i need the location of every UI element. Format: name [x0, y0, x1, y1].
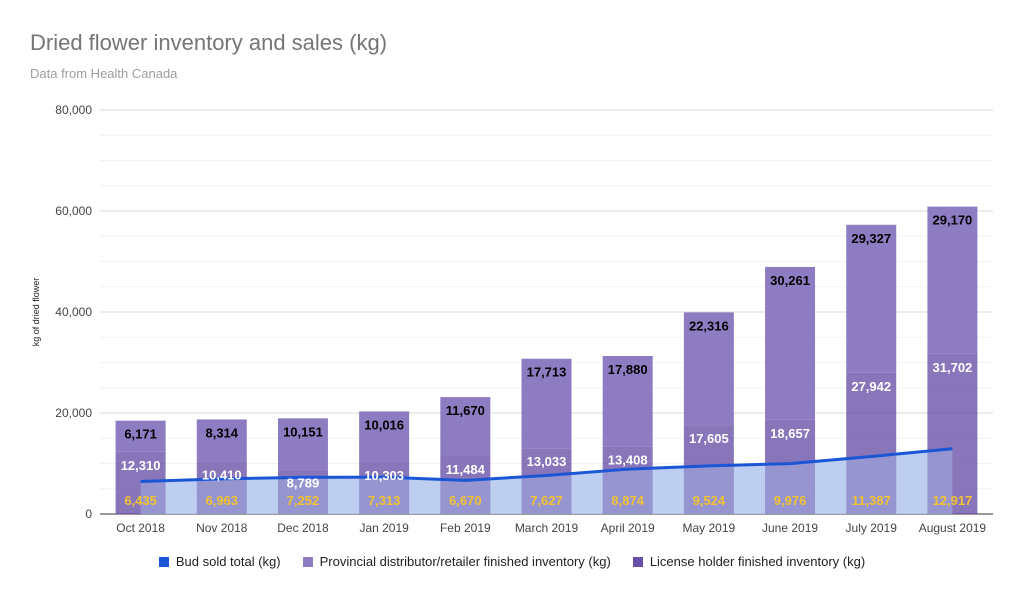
legend-label-bud-sold: Bud sold total (kg)	[175, 554, 281, 569]
bud-sold-line	[140, 447, 953, 484]
x-tick-label: Nov 2018	[196, 521, 248, 535]
label-bud-sold: 12,917	[933, 493, 973, 508]
x-tick-label: July 2019	[846, 521, 898, 535]
label-provincial: 29,170	[933, 213, 973, 228]
label-bud-sold: 9,524	[693, 493, 726, 508]
chart-title: Dried flower inventory and sales (kg)	[30, 30, 388, 55]
bar-provincial	[846, 224, 897, 373]
bar-license-holder	[359, 461, 410, 514]
x-tick-label: Dec 2018	[277, 521, 329, 535]
label-provincial: 6,171	[124, 427, 157, 442]
legend-label-provincial-inventory: Provincial distributor/retailer finished…	[319, 554, 611, 569]
chart-legend: Bud sold total (kg) Provincial distribut…	[0, 554, 1024, 569]
label-license-holder: 27,942	[851, 379, 891, 394]
legend-item-provincial-inventory[interactable]: Provincial distributor/retailer finished…	[302, 554, 611, 569]
legend-item-license-holder-inventory[interactable]: License holder finished inventory (kg)	[632, 554, 866, 569]
label-bud-sold: 9,976	[774, 493, 807, 508]
label-provincial: 10,151	[283, 424, 323, 439]
bar-provincial	[277, 418, 328, 470]
y-tick-label: 80,000	[55, 103, 92, 117]
chart-subtitle: Data from Health Canada	[30, 66, 178, 81]
legend-swatch-provincial-inventory	[302, 556, 313, 567]
label-provincial: 29,327	[851, 231, 891, 246]
label-license-holder: 13,408	[608, 452, 648, 467]
y-tick-label: 0	[85, 507, 92, 521]
y-tick-label: 40,000	[55, 305, 92, 319]
x-tick-label: Oct 2018	[116, 521, 165, 535]
x-tick-label: Feb 2019	[440, 521, 491, 535]
label-bud-sold: 8,874	[611, 493, 644, 508]
bar-provincial	[765, 266, 816, 420]
bar-provincial	[602, 355, 653, 447]
legend-label-license-holder-inventory: License holder finished inventory (kg)	[649, 554, 866, 569]
label-license-holder: 18,657	[770, 426, 810, 441]
x-tick-label: March 2019	[515, 521, 579, 535]
label-license-holder: 17,605	[689, 431, 729, 446]
label-provincial: 22,316	[689, 318, 729, 333]
bar-license-holder	[602, 446, 653, 514]
label-license-holder: 10,410	[202, 467, 242, 482]
x-tick-label: June 2019	[762, 521, 818, 535]
label-license-holder: 10,303	[364, 468, 404, 483]
label-provincial: 17,880	[608, 362, 648, 377]
label-provincial: 30,261	[770, 273, 810, 288]
y-axis-title: kg of dried flower	[31, 278, 41, 347]
bar-license-holder	[196, 461, 247, 514]
label-provincial: 10,016	[364, 417, 404, 432]
x-tick-label: August 2019	[919, 521, 987, 535]
x-tick-label: May 2019	[683, 521, 736, 535]
label-bud-sold: 7,627	[530, 493, 563, 508]
legend-swatch-bud-sold	[158, 556, 169, 567]
bar-license-holder	[927, 353, 978, 514]
bar-license-holder	[521, 448, 572, 514]
bar-provincial	[683, 312, 734, 426]
x-tick-label: April 2019	[601, 521, 655, 535]
label-provincial: 11,670	[446, 403, 485, 418]
label-license-holder: 31,702	[933, 360, 973, 375]
y-tick-label: 60,000	[55, 204, 92, 218]
label-bud-sold: 11,387	[852, 493, 891, 508]
bar-provincial	[359, 411, 410, 462]
y-tick-label: 20,000	[55, 406, 92, 420]
bar-provincial	[440, 397, 491, 457]
legend-swatch-license-holder-inventory	[632, 556, 643, 567]
bar-provincial	[196, 419, 247, 462]
label-license-holder: 8,789	[287, 476, 320, 491]
label-license-holder: 13,033	[527, 454, 567, 469]
label-bud-sold: 6,670	[449, 493, 482, 508]
label-license-holder: 11,484	[446, 462, 486, 477]
bar-provincial	[927, 206, 978, 354]
bar-license-holder	[765, 419, 816, 514]
bar-license-holder	[115, 451, 166, 514]
label-bud-sold: 7,313	[368, 493, 401, 508]
chart-canvas: 0 20,000 40,000 60,000 80,000 kg of dried flo…	[31, 103, 993, 535]
bar-provincial	[521, 358, 572, 449]
x-tick-label: Jan 2019	[359, 521, 409, 535]
label-provincial: 17,713	[527, 365, 567, 380]
bar-license-holder	[683, 425, 734, 514]
label-bud-sold: 6,435	[124, 493, 157, 508]
label-bud-sold: 7,252	[287, 493, 320, 508]
label-license-holder: 12,310	[121, 458, 161, 473]
bar-license-holder	[846, 372, 897, 514]
legend-item-bud-sold[interactable]: Bud sold total (kg)	[158, 554, 281, 569]
bar-provincial	[115, 420, 166, 452]
label-bud-sold: 6,963	[205, 493, 238, 508]
bar-license-holder	[440, 456, 491, 514]
label-provincial: 8,314	[205, 425, 238, 440]
